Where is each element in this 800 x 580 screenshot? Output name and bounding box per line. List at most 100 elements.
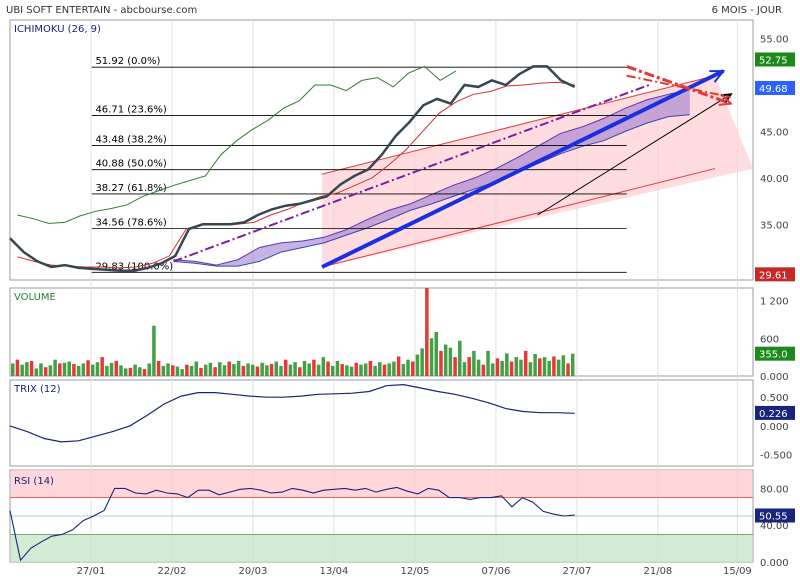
volume-bar [119,365,123,376]
volume-bar [218,362,222,376]
volume-bar [552,356,556,376]
volume-bar [246,363,250,376]
value-tag [755,52,795,67]
y-axes: 55.0050.0045.0040.0035.0030.0052.7549.68… [755,35,795,569]
x-tick-label: 21/08 [643,566,672,577]
volume-panel [9,287,754,377]
volume-bar [486,350,490,376]
volume-bar [147,363,151,376]
red-trendline-secondary [626,74,731,99]
y-tick-label: 1 200 [760,297,789,308]
volume-bar [316,364,321,376]
volume-bar [203,364,208,376]
volume-bar [490,363,495,376]
fibonacci-label: 46.71 (23.6%) [95,105,166,116]
volume-bar [425,288,429,376]
x-tick-label: 22/02 [158,566,187,577]
fibonacci-label: 43.48 (38.2%) [95,135,166,146]
y-tick-label: 0.500 [760,393,789,404]
volume-bar [260,362,264,376]
ichimoku-plot: 51.92 (0.0%) 46.71 (23.6%) 43.48 (38.2%) 40… [9,56,753,273]
volume-bar [138,367,142,376]
x-tick-label: 12/05 [401,566,430,577]
ichimoku-panel-name: ICHIMOKU (26, 9) [14,24,101,35]
x-tick-label: 27/07 [562,566,591,577]
chikou-line [17,65,457,224]
volume-bar [288,364,293,376]
volume-bar [170,365,175,376]
volume-bar [533,354,537,376]
volume-bar [274,361,279,376]
value-tag-text: 50.55 [759,511,788,522]
y-tick-label: 0.000 [760,558,789,569]
y-tick-label: 40.00 [760,521,789,532]
volume-bar [547,360,551,376]
y-tick-label: 55.00 [760,35,789,46]
volume-bar [354,362,359,376]
volume-bar [368,360,373,376]
volume-bar [406,359,410,376]
value-tag-text: 49.68 [759,84,788,95]
volume-bar [265,365,269,376]
volume-bar [175,366,180,376]
rsi-line [9,486,575,562]
volume-bar [11,363,15,376]
volume-bar [349,366,354,376]
volume-bar [448,347,453,376]
rsi-oversold-zone [11,534,752,562]
blue-trendline [321,69,725,269]
volume-bar [39,363,43,376]
volume-bar [396,356,401,376]
volume-bar [95,362,100,376]
black-trendline [537,93,731,216]
volume-bar [194,361,199,376]
volume-bar [269,364,274,376]
x-tick-label: 20/03 [239,566,268,577]
cloud-top-line [173,89,690,266]
volume-bar [302,360,307,376]
volume-bar [415,354,420,376]
volume-bar [481,364,486,376]
x-tick-label: 27/01 [77,566,106,577]
volume-bar [330,365,335,376]
volume-bar [48,365,53,376]
volume-bar [561,355,566,376]
channel-lower-line [321,168,716,268]
volume-bar [105,365,109,376]
volume-bar [472,350,476,376]
volume-bar [15,359,20,376]
volume-bar [222,365,227,376]
y-tick-label: 0.000 [760,372,789,383]
volume-bar [458,340,462,376]
volume-bar [152,325,156,376]
volume-bar [514,357,519,376]
volume-bar [76,365,81,376]
volume-bar [420,348,424,376]
channel-upper-line [321,75,716,175]
volume-bar [128,367,133,376]
volume-bar [312,359,316,376]
volume-bar [570,353,575,376]
volume-bar [29,360,34,376]
volume-bar [72,364,76,376]
y-tick-label: 45.00 [760,127,789,138]
volume-bar [401,364,406,376]
y-tick-label: -0.500 [760,451,792,462]
value-tag [755,346,795,361]
volume-bar [53,359,57,376]
volume-bar [43,367,48,376]
volume-bar [189,365,194,376]
volume-bar [133,364,137,376]
volume-bar [519,359,523,376]
volume-bar [161,365,166,376]
volume-bar [326,361,330,376]
volume-bar [528,362,533,376]
volume-bar [293,362,297,376]
value-tag-text: 355.0 [759,350,788,361]
volume-bar [241,365,246,376]
volume-bar [378,362,382,376]
volume-bar [340,364,344,376]
y-tick-label: 35.00 [760,220,789,231]
volume-bar [542,357,547,376]
